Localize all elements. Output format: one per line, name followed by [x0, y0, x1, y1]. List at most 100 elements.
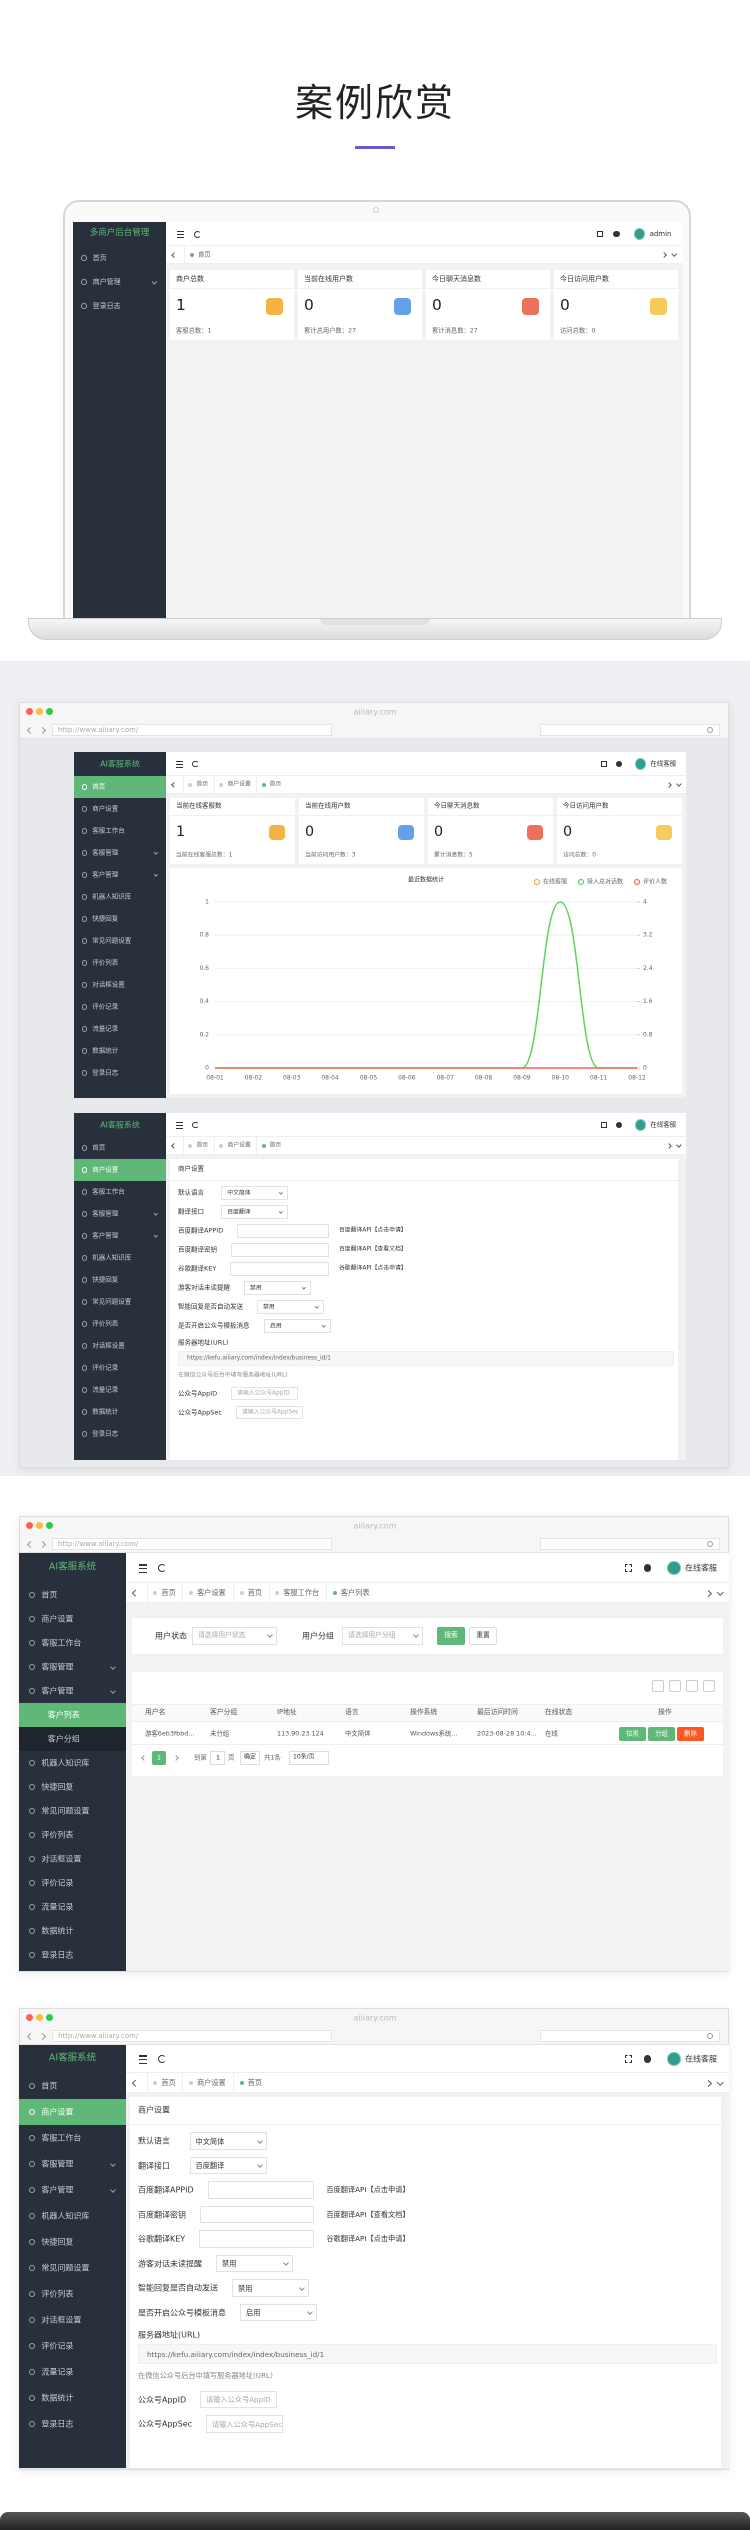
menu-item[interactable]: 商户设置 — [74, 798, 166, 820]
menu-item[interactable]: 评价列表 — [74, 1313, 166, 1335]
text-input[interactable] — [231, 1243, 329, 1258]
menu-item[interactable]: 对话框设置 — [74, 1335, 166, 1357]
menu-item[interactable]: 客服工作台 — [74, 1181, 166, 1203]
menu-item[interactable]: 快捷回复 — [19, 1775, 126, 1799]
tab[interactable]: 首页 — [256, 1137, 287, 1154]
tab[interactable]: 首页 — [146, 1583, 183, 1602]
menu-item[interactable]: 登录日志 — [19, 2411, 126, 2437]
menu-item[interactable]: 客户管理 — [74, 864, 166, 886]
select[interactable]: 请选择用户分组 — [342, 1627, 423, 1645]
select[interactable]: 禁用 — [232, 2279, 310, 2297]
menu-item[interactable]: 评价记录 — [74, 1357, 166, 1379]
menu-item[interactable]: 常见问题设置 — [19, 2255, 126, 2281]
select[interactable]: 禁用 — [244, 1281, 311, 1296]
url-field[interactable]: http://www.aiiiary.com/ — [52, 1538, 332, 1550]
text-input[interactable] — [230, 1262, 329, 1277]
menu-item[interactable]: 数据统计 — [19, 2385, 126, 2411]
refresh-icon[interactable] — [192, 1121, 199, 1129]
text-input[interactable]: 请输入公众号AppID — [200, 2390, 278, 2409]
menu-item[interactable]: 快捷回复 — [74, 1269, 166, 1291]
select[interactable]: 禁用 — [216, 2254, 294, 2273]
menu-item[interactable]: 对话框设置 — [19, 2307, 126, 2333]
fullscreen-icon[interactable] — [625, 1564, 633, 1572]
menu-item[interactable]: 机器人知识库 — [19, 2203, 126, 2229]
action-button[interactable]: 删除 — [677, 1727, 704, 1741]
api-link[interactable]: 谷歌翻译API【点击申请】 — [326, 2233, 410, 2243]
page-confirm[interactable]: 确定 — [240, 1751, 260, 1765]
menu-item[interactable]: 常见问题设置 — [74, 930, 166, 952]
menu-item[interactable]: 常见问题设置 — [19, 1799, 126, 1823]
refresh-icon[interactable] — [158, 1564, 166, 1572]
menu-item[interactable]: 流量记录 — [74, 1018, 166, 1040]
menu-item[interactable]: 商户管理 — [73, 270, 166, 294]
menu-item[interactable]: 数据统计 — [19, 1919, 126, 1943]
select[interactable]: 中文简体 — [221, 1186, 288, 1201]
menu-item[interactable]: 客服工作台 — [19, 1631, 126, 1655]
menu-item[interactable]: 客户管理 — [19, 2177, 126, 2203]
menu-item[interactable]: 机器人知识库 — [74, 886, 166, 908]
api-link[interactable]: 百度翻译API【查看文档】 — [338, 1246, 407, 1253]
menu-item[interactable]: 首页 — [19, 1583, 126, 1607]
menu-item[interactable]: 商户设置 — [74, 1159, 166, 1181]
settings-icon[interactable] — [644, 1564, 652, 1572]
page-size[interactable]: 10条/页 — [289, 1751, 329, 1765]
menu-item[interactable]: 数据统计 — [74, 1040, 166, 1062]
tab[interactable]: 首页 — [256, 776, 287, 793]
select[interactable]: 请选择用户状态 — [192, 1627, 277, 1645]
menu-item[interactable]: 快捷回复 — [19, 2229, 126, 2255]
url-field[interactable]: http://www.aiiiary.com/ — [52, 724, 332, 736]
settings-icon[interactable] — [616, 1122, 623, 1128]
menu-item[interactable]: 登录日志 — [74, 1423, 166, 1445]
toolbar-icon[interactable] — [686, 1680, 698, 1692]
menu-item[interactable]: 机器人知识库 — [74, 1247, 166, 1269]
fullscreen-icon[interactable] — [600, 761, 607, 767]
settings-icon[interactable] — [613, 230, 620, 238]
menu-item[interactable]: 对话框设置 — [74, 974, 166, 996]
toolbar-icon[interactable] — [652, 1680, 664, 1692]
text-input[interactable]: 请输入公众号AppSec — [236, 1405, 303, 1420]
search-button[interactable]: 搜索 — [437, 1627, 465, 1645]
api-link[interactable]: 百度翻译API【点击申请】 — [338, 1227, 407, 1234]
tab[interactable]: 首页 — [233, 2073, 269, 2092]
menu-item[interactable]: 商户设置 — [19, 1607, 126, 1631]
select[interactable]: 中文简体 — [189, 2132, 267, 2150]
select[interactable]: 禁用 — [257, 1300, 324, 1315]
menu-item[interactable]: 对话框设置 — [19, 1847, 126, 1871]
select[interactable]: 启用 — [240, 2303, 318, 2322]
menu-item[interactable]: 首页 — [73, 246, 166, 270]
search-field[interactable] — [540, 724, 720, 736]
menu-item[interactable]: 客服管理 — [74, 842, 166, 864]
fullscreen-icon[interactable] — [625, 2055, 633, 2063]
menu-item[interactable]: 评价列表 — [74, 952, 166, 974]
settings-icon[interactable] — [644, 2055, 652, 2063]
submenu-item[interactable]: 客户列表 — [19, 1703, 126, 1727]
action-button[interactable]: 拉黑 — [619, 1727, 646, 1741]
text-input[interactable] — [200, 2205, 315, 2224]
page-current[interactable]: 1 — [152, 1751, 166, 1765]
select[interactable]: 百度翻译 — [189, 2156, 267, 2175]
tab[interactable]: 首页 — [233, 1583, 269, 1602]
action-button[interactable]: 分组 — [648, 1727, 675, 1741]
tab[interactable]: 首页 — [182, 776, 214, 793]
menu-item[interactable]: 登录日志 — [74, 1062, 166, 1084]
api-link[interactable]: 百度翻译API【查看文档】 — [326, 2209, 410, 2219]
api-link[interactable]: 百度翻译API【点击申请】 — [326, 2184, 410, 2194]
search-field[interactable] — [540, 2030, 720, 2042]
text-input[interactable] — [208, 2181, 315, 2199]
menu-item[interactable]: 客户管理 — [74, 1225, 166, 1247]
tab[interactable]: 商户设置 — [213, 1137, 256, 1154]
api-link[interactable]: 谷歌翻译API【点击申请】 — [338, 1265, 407, 1272]
refresh-icon[interactable] — [192, 760, 199, 768]
tab[interactable]: 首页 — [184, 246, 217, 263]
tab[interactable]: 商户设置 — [182, 2073, 233, 2092]
menu-item[interactable]: 评价记录 — [19, 1871, 126, 1895]
select[interactable]: 百度翻译 — [221, 1205, 288, 1220]
tab[interactable]: 客服工作台 — [268, 1583, 327, 1602]
menu-item[interactable]: 客服管理 — [19, 1655, 126, 1679]
menu-item[interactable]: 登录日志 — [19, 1943, 126, 1967]
menu-item[interactable]: 评价列表 — [19, 2281, 126, 2307]
menu-item[interactable]: 流量记录 — [19, 2359, 126, 2385]
toolbar-icon[interactable] — [669, 1680, 681, 1692]
menu-item[interactable]: 流量记录 — [74, 1379, 166, 1401]
url-field[interactable]: http://www.aiiiary.com/ — [52, 2030, 332, 2042]
